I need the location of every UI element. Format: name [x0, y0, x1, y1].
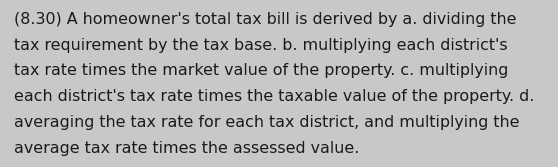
Text: each district's tax rate times the taxable value of the property. d.: each district's tax rate times the taxab… [14, 89, 535, 104]
Text: (8.30) A homeowner's total tax bill is derived by a. dividing the: (8.30) A homeowner's total tax bill is d… [14, 12, 517, 27]
Text: averaging the tax rate for each tax district, and multiplying the: averaging the tax rate for each tax dist… [14, 115, 519, 130]
Text: tax requirement by the tax base. b. multiplying each district's: tax requirement by the tax base. b. mult… [14, 38, 508, 53]
Text: average tax rate times the assessed value.: average tax rate times the assessed valu… [14, 141, 359, 156]
Text: tax rate times the market value of the property. c. multiplying: tax rate times the market value of the p… [14, 63, 508, 78]
